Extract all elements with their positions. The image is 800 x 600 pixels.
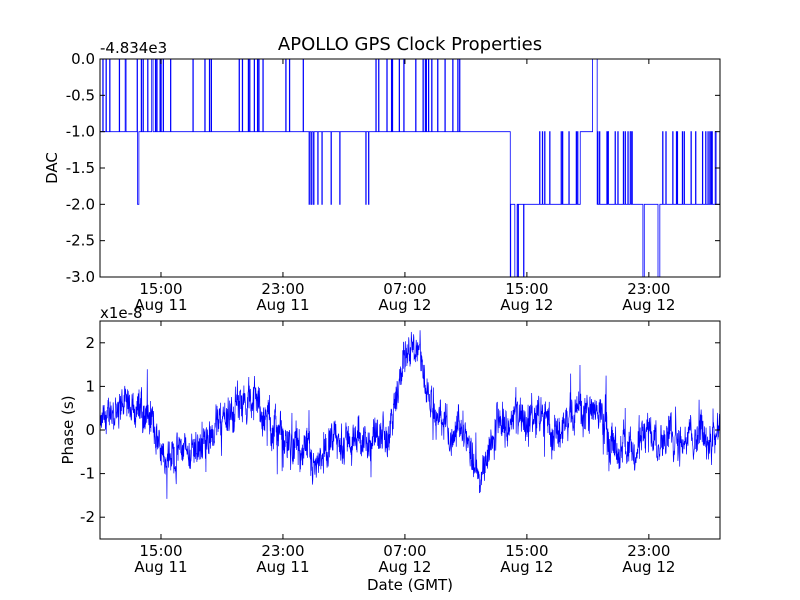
phase-xlabel: Date (GMT) [367,576,453,594]
x-tick-time-label: 15:00 [505,542,548,560]
x-tick-date-label: Aug 12 [378,558,431,576]
x-tick-time-label: 07:00 [383,542,426,560]
x-tick-time-label: 15:00 [139,280,182,298]
x-tick-date-label: Aug 12 [500,296,553,314]
y-tick-label: -2.5 [66,232,95,250]
x-tick-time-label: 23:00 [627,280,670,298]
x-tick-time-label: 23:00 [627,542,670,560]
x-tick-date-label: Aug 12 [500,558,553,576]
x-tick-time-label: 15:00 [139,542,182,560]
y-tick-label: -1.0 [66,123,95,141]
x-tick-date-label: Aug 11 [134,296,187,314]
x-tick-date-label: Aug 11 [134,558,187,576]
dac-ylabel: DAC [43,152,61,184]
x-tick-date-label: Aug 11 [256,296,309,314]
x-tick-date-label: Aug 12 [622,296,675,314]
dac-plot-area [100,59,720,277]
x-tick-date-label: Aug 12 [378,296,431,314]
dac-series-line [100,59,720,277]
y-tick-label: -1 [80,465,95,483]
chart-title: APOLLO GPS Clock Properties [278,34,542,55]
x-tick-time-label: 23:00 [261,542,304,560]
phase-ylabel: Phase (s) [59,395,77,464]
dac-y-ticks: 0.0 -0.5 -1.0 -1.5 -2.0 -2.5 -3.0 [66,50,720,286]
y-tick-label: 0 [85,421,95,439]
x-tick-date-label: Aug 12 [622,558,675,576]
y-tick-label: -2.0 [66,195,95,213]
dac-offset-text: -4.834e3 [100,39,167,57]
phase-series-line [100,330,720,499]
y-tick-label: -2 [80,508,95,526]
x-tick-time-label: 07:00 [383,280,426,298]
x-tick-time-label: 23:00 [261,280,304,298]
y-tick-label: 0.0 [71,50,95,68]
phase-y-ticks: 2 1 0 -1 -2 [80,334,720,526]
y-tick-label: -1.5 [66,159,95,177]
y-tick-label: 2 [85,334,95,352]
x-tick-time-label: 15:00 [505,280,548,298]
phase-offset-text: x1e-8 [100,304,143,322]
y-tick-label: 1 [85,377,95,395]
y-tick-label: -3.0 [66,268,95,286]
x-tick-date-label: Aug 11 [256,558,309,576]
phase-plot-area [100,330,720,499]
dac-panel: APOLLO GPS Clock Properties -4.834e3 0.0… [43,34,721,314]
y-tick-label: -0.5 [66,86,95,104]
